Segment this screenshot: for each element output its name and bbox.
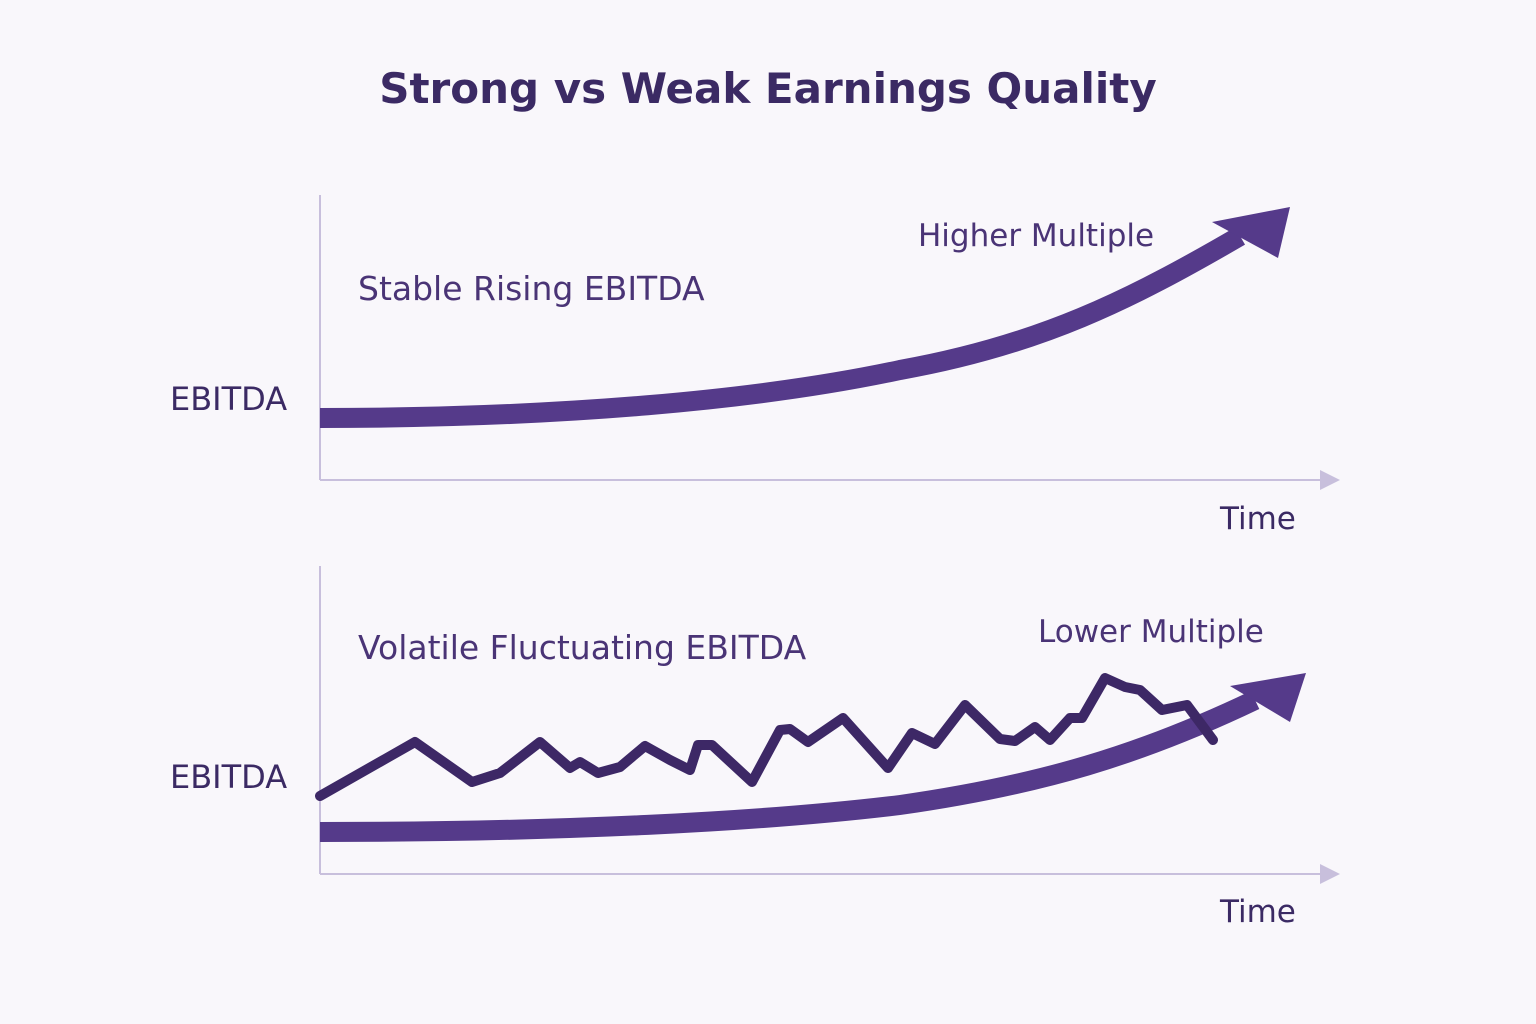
arrow-head-icon [1212, 207, 1290, 258]
x-axis-arrow-icon [1320, 864, 1340, 884]
panel-subtitle: Stable Rising EBITDA [358, 269, 705, 308]
panel-volatile: Volatile Fluctuating EBITDA Lower Multip… [170, 566, 1340, 930]
x-axis-label: Time [1219, 894, 1296, 930]
trend-ebitda-curve [319, 690, 1260, 842]
x-axis-label: Time [1219, 501, 1296, 537]
y-axis-label: EBITDA [170, 380, 287, 418]
volatile-ebitda-line [315, 673, 1218, 801]
arrow-head-icon [1230, 673, 1306, 722]
stable-ebitda-curve [319, 227, 1246, 428]
panel-subtitle: Volatile Fluctuating EBITDA [358, 628, 807, 667]
panel-stable: Stable Rising EBITDA Higher Multiple EBI… [170, 195, 1340, 537]
y-axis-label: EBITDA [170, 758, 287, 796]
x-axis-arrow-icon [1320, 470, 1340, 490]
annotation-label: Lower Multiple [1038, 614, 1264, 650]
annotation-label: Higher Multiple [918, 218, 1154, 254]
chart-title: Strong vs Weak Earnings Quality [379, 64, 1157, 113]
